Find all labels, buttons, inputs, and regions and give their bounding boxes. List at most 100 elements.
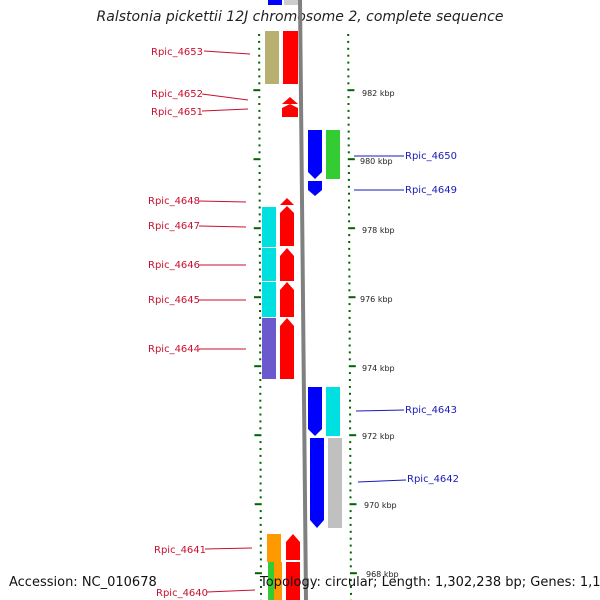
left-ticks (253, 34, 262, 600)
tick-mark (348, 275, 351, 278)
tick-mark (348, 254, 351, 257)
tick-mark (254, 503, 262, 506)
gene-rpic-4643 (308, 387, 322, 436)
tick-mark (258, 151, 261, 154)
tick-mark (349, 420, 352, 423)
tick-mark (349, 392, 351, 395)
tick-mark (348, 261, 351, 264)
label-rpic-4647[interactable]: Rpic_4647 (148, 221, 200, 232)
tick-mark (258, 178, 261, 181)
label-rpic-4645[interactable]: Rpic_4645 (148, 295, 200, 306)
tick-mark (258, 47, 261, 50)
tick-mark (349, 468, 352, 471)
tick-mark (258, 172, 261, 174)
tick-mark (259, 399, 262, 402)
tick-mark (258, 61, 261, 64)
tick-mark (348, 234, 351, 237)
cog-bar-4643 (326, 387, 340, 436)
label-rpic-4643[interactable]: Rpic_4643 (405, 405, 457, 416)
tick-mark (348, 296, 356, 299)
cog-bar-4641 (267, 534, 281, 562)
tick-mark (259, 372, 262, 375)
tick-mark (254, 434, 262, 437)
gene-rpic-4653 (283, 31, 298, 84)
tick-mark (258, 254, 261, 257)
tick-mark (349, 496, 352, 499)
tick-mark (347, 178, 350, 181)
cog-bar-4650 (326, 130, 340, 179)
right-ticks (347, 34, 357, 600)
tick-mark (259, 448, 262, 450)
tick-mark (258, 165, 261, 168)
tick-mark (349, 427, 352, 430)
tick-mark (347, 158, 355, 161)
tick-mark (347, 103, 350, 105)
tick-mark (348, 358, 351, 361)
label-rpic-4648[interactable]: Rpic_4648 (148, 196, 200, 207)
tick-mark (347, 54, 350, 57)
tick-mark (350, 592, 352, 595)
tick-mark (348, 213, 351, 216)
tick-mark (259, 316, 262, 319)
tick-mark (347, 130, 350, 133)
gene-rpic-4651 (282, 104, 298, 117)
tick-mark (348, 247, 351, 250)
tick-mark (348, 365, 356, 368)
tick-mark (259, 461, 262, 464)
tick-mark (258, 40, 261, 43)
scale-label-980: 980 kbp (360, 157, 393, 166)
tick-mark (259, 441, 262, 444)
scale-label-968: 968 kbp (366, 570, 399, 579)
tick-mark (349, 489, 352, 492)
tick-mark (349, 461, 352, 464)
tick-mark (259, 475, 262, 478)
tick-mark (259, 558, 262, 561)
tick-mark (258, 261, 261, 264)
tick-mark (347, 96, 350, 99)
tick-mark (348, 241, 351, 243)
gene-rpic-4642 (310, 438, 324, 528)
tick-mark (253, 227, 261, 230)
label-rpic-4651[interactable]: Rpic_4651 (151, 107, 203, 118)
tick-mark (259, 530, 262, 533)
tick-mark (259, 537, 262, 540)
label-rpic-4650[interactable]: Rpic_4650 (405, 151, 457, 162)
gene-rpic-4645 (280, 282, 294, 317)
tick-mark (349, 517, 352, 519)
tick-mark (348, 206, 350, 209)
label-rpic-4644[interactable]: Rpic_4644 (148, 344, 200, 355)
label-rpic-4646[interactable]: Rpic_4646 (148, 260, 200, 271)
tick-mark (259, 496, 262, 499)
tick-mark (347, 172, 350, 174)
tick-mark (349, 530, 352, 533)
label-rpic-4640[interactable]: Rpic_4640 (156, 588, 208, 599)
cog-bar-4645 (262, 282, 276, 317)
label-rpic-4649[interactable]: Rpic_4649 (405, 185, 457, 196)
label-rpic-4652[interactable]: Rpic_4652 (151, 89, 203, 100)
tick-mark (348, 310, 351, 312)
tick-mark (348, 289, 351, 292)
cog-bar-4646 (262, 248, 276, 281)
label-rpic-4653[interactable]: Rpic_4653 (151, 47, 203, 58)
tick-mark (259, 420, 262, 423)
tick-mark (254, 296, 261, 299)
tick-mark (349, 399, 351, 402)
scale-label-972: 972 kbp (362, 432, 395, 441)
tick-mark (348, 268, 351, 271)
label-rpic-4641[interactable]: Rpic_4641 (154, 545, 206, 556)
tick-mark (347, 61, 350, 64)
tick-mark (258, 34, 261, 36)
tick-mark (349, 537, 352, 540)
tick-mark (349, 586, 352, 588)
tick-mark (347, 116, 350, 119)
label-rpic-4642[interactable]: Rpic_4642 (407, 474, 459, 485)
tick-mark (260, 592, 262, 595)
tick-mark (348, 303, 351, 306)
tick-mark (349, 565, 352, 568)
tick-mark (348, 199, 350, 202)
tick-mark (348, 192, 350, 195)
tick-mark (348, 379, 351, 381)
tick-mark (259, 510, 262, 513)
tick-mark (259, 565, 262, 568)
tick-mark (349, 551, 352, 554)
